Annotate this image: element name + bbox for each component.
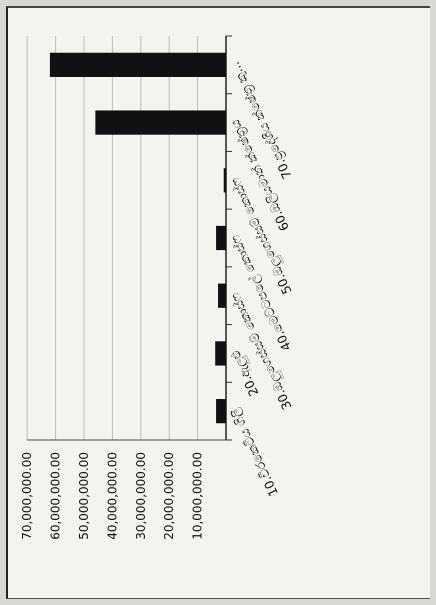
- bar: [215, 341, 226, 366]
- bar: [223, 168, 226, 193]
- category-label: 10.වීරකෙටිය ගිලී: [227, 405, 282, 499]
- value-tick-label: 30,000,000.00: [134, 452, 148, 540]
- bar: [95, 110, 226, 135]
- value-tick-label: 10,000,000.00: [191, 452, 205, 540]
- bar: [216, 225, 226, 251]
- value-tick-label: 20,000,000.00: [162, 452, 176, 540]
- bar-chart: 10,000,000.00 20,000,000.00 30,000,000.00 4…: [20, 35, 296, 540]
- bar: [218, 283, 226, 308]
- value-tick-label: 40,000,000.00: [105, 452, 119, 540]
- value-tick-label: 70,000,000.00: [20, 452, 34, 540]
- value-tick-label: 50,000,000.00: [77, 452, 91, 540]
- bar: [216, 399, 226, 424]
- chart-frame: 10,000,000.00 20,000,000.00 30,000,000.00 4…: [6, 6, 430, 599]
- bar: [49, 52, 226, 77]
- value-tick-label: 60,000,000.00: [49, 452, 63, 540]
